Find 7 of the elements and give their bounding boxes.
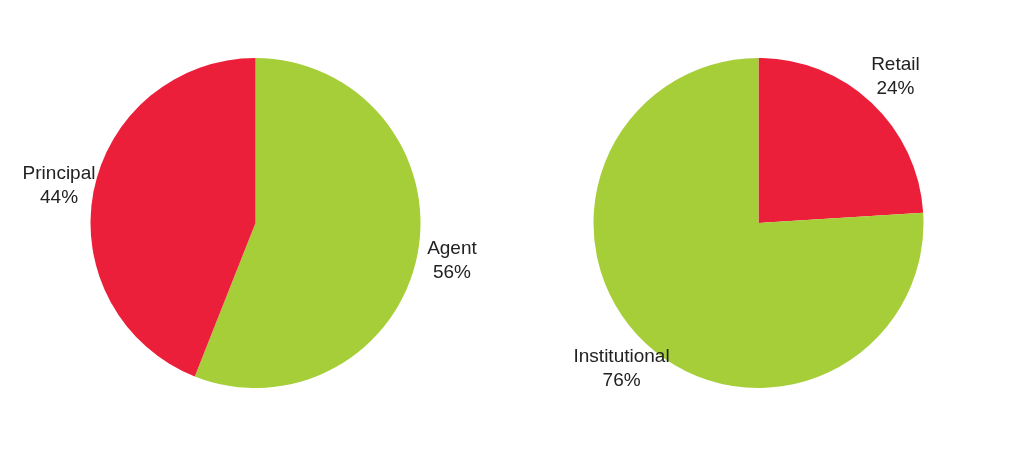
- data-label: 56%: [432, 260, 472, 282]
- slice-label: Retail: [871, 53, 920, 75]
- data-label: 76%: [602, 369, 641, 391]
- data-label: 44%: [40, 185, 79, 207]
- data-label: 24%: [876, 77, 915, 99]
- slice-label: Principal: [22, 161, 96, 183]
- slice-label: Agent: [427, 236, 478, 258]
